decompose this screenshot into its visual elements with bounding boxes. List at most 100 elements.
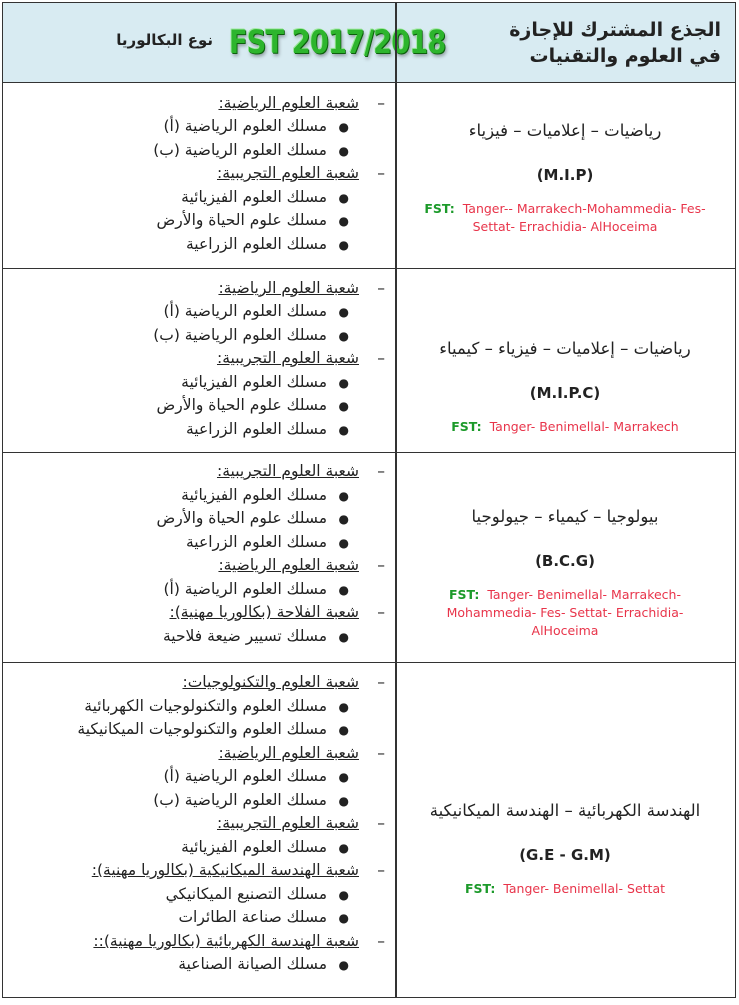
bac-types-list: –شعبة العلوم الرياضية: ●مسلك العلوم الريا… [3,92,395,257]
track-item: ● مسلك تسيير ضيعة فلاحية [3,625,395,649]
track-item: ● مسلك العلوم الزراعية [3,531,395,555]
track-item: ● مسلك علوم الحياة والأرض [3,394,395,418]
fst-label: FST: [464,881,496,896]
track-item: ● مسلك العلوم الفيزيائية [3,836,395,860]
fst-cities: Tanger- Benimellal- Marrakech- Mohammedi… [446,587,684,638]
table-row: –شعبة العلوم والتكنولوجيات: ●مسلك العلوم … [3,663,735,999]
track-item: ● مسلك علوم الحياة والأرض [3,209,395,233]
dash-marker-icon: – [377,931,385,950]
line-text: شعبة الفلاحة (بكالوريا مهنية): [169,603,359,621]
core-title: رياضيات – إعلاميات – فيزياء [468,121,662,140]
table-row: –شعبة العلوم الرياضية: ●مسلك العلوم الريا… [3,269,735,453]
track-item: ● مسلك العلوم الرياضية (ب) [3,789,395,813]
track-item: ● مسلك العلوم الرياضية (أ) [3,765,395,789]
header-line: في العلوم والتقنيات [529,45,721,67]
line-text: مسلك العلوم الفيزيائية [181,485,327,504]
bullet-icon: ● [338,190,349,205]
bullet-icon: ● [338,699,349,714]
track-item: ● مسلك العلوم الرياضية (أ) [3,115,395,139]
stream-heading: –شعبة العلوم الرياضية: [3,742,395,766]
header-bac-type: نوع البكالوريا [116,31,213,49]
fst-cities: Tanger- Benimellal- Settat [503,881,666,896]
bullet-icon: ● [338,793,349,808]
line-text: شعبة الهندسة الميكانيكية (بكالوريا مهنية… [91,861,359,879]
fst-locations: FST: Tanger- Benimellal- Settat [395,880,735,898]
track-item: ● مسلك العلوم الفيزيائية [3,186,395,210]
line-text: مسلك تسيير ضيعة فلاحية [162,626,327,645]
stream-heading: –شعبة العلوم التجريبية: [3,812,395,836]
bullet-icon: ● [338,770,349,784]
bullet-icon: ● [338,237,349,252]
fst-label: FST: [449,587,480,602]
line-text: شعبة العلوم التجريبية: [216,164,359,182]
fst-cities: Tanger- Benimellal- Marrakech [489,419,679,434]
bac-types-list: –شعبة العلوم والتكنولوجيات: ●مسلك العلوم … [3,671,395,977]
line-text: مسلك العلوم الزراعية [185,419,327,438]
stream-heading: –شعبة العلوم والتكنولوجيات: [3,671,395,695]
bac-types-list: –شعبة العلوم الرياضية: ●مسلك العلوم الريا… [3,277,395,442]
dash-marker-icon: – [377,462,385,480]
bullet-icon: ● [338,840,349,855]
common-core-cell: رياضيات – إعلاميات – فيزياء (M.I.P) FST:… [395,121,735,236]
line-text: مسلك العلوم والتكنولوجيات الكهربائية [84,696,327,715]
track-item: ● مسلك العلوم الزراعية [3,418,395,442]
bullet-icon: ● [338,422,349,437]
stream-heading: –شعبة العلوم الرياضية: [3,92,395,116]
bullet-icon: ● [338,582,349,597]
fst-locations: FST: Tanger-- Marrakech-Mohammedia- Fes-… [395,200,735,236]
fst-label: FST: [451,419,482,434]
track-item: ● مسلك العلوم الرياضية (ب) [3,139,395,163]
dash-marker-icon: – [377,673,385,691]
line-text: مسلك العلوم الرياضية (ب) [153,325,327,344]
bullet-icon: ● [338,399,349,413]
dash-marker-icon: – [377,814,385,832]
line-text: شعبة العلوم التجريبية: [216,462,359,480]
line-text: مسلك العلوم والتكنولوجيات الميكانيكية [77,720,327,738]
table-row: –شعبة العلوم التجريبية: ●مسلك العلوم الفي… [3,453,735,663]
track-item: ● مسلك العلوم الفيزيائية [3,371,395,395]
track-item: ● مسلك العلوم الرياضية (أ) [3,578,395,602]
track-item: ● مسلك العلوم الفيزيائية [3,484,395,508]
line-text: مسلك العلوم الفيزيائية [181,187,327,206]
fst-label: FST: [424,201,455,216]
bullet-icon: ● [338,375,349,390]
line-text: مسلك العلوم الزراعية [185,532,327,551]
stream-heading: –شعبة الهندسة الميكانيكية (بكالوريا مهني… [3,859,395,883]
dash-marker-icon: – [377,743,385,762]
stream-heading: –شعبة الفلاحة (بكالوريا مهنية): [3,601,395,625]
dash-marker-icon: – [377,861,385,879]
bullet-icon: ● [338,143,349,158]
line-text: مسلك العلوم الرياضية (أ) [163,767,327,785]
line-text: مسلك العلوم الرياضية (ب) [153,790,327,809]
core-title: بيولوجيا – كيمياء – جيولوجيا [471,507,659,526]
bullet-icon: ● [338,328,349,343]
dash-marker-icon: – [377,93,385,112]
track-item: ● مسلك التصنيع الميكانيكي [3,883,395,907]
track-item: ● مسلك العلوم الرياضية (أ) [3,300,395,324]
bac-types-list: –شعبة العلوم التجريبية: ●مسلك العلوم الفي… [3,460,395,648]
line-text: شعبة العلوم التجريبية: [216,349,359,367]
core-code: (B.C.G) [535,552,595,570]
bullet-icon: ● [338,535,349,550]
stream-heading: –شعبة العلوم التجريبية: [3,347,395,371]
header-line: الجذع المشترك للإجازة [509,19,721,41]
track-item: ● مسلك العلوم الزراعية [3,233,395,257]
line-text: شعبة الهندسة الكهربائية (بكالوريا مهنية)… [93,931,359,950]
fst-locations: FST: Tanger- Benimellal- Marrakech- Moha… [395,586,735,640]
line-text: شعبة العلوم الرياضية: [218,556,359,574]
line-text: شعبة العلوم الرياضية: [218,743,359,762]
dash-marker-icon: – [377,164,385,182]
core-title: الهندسة الكهربائية – الهندسة الميكانيكية [429,801,701,820]
line-text: مسلك العلوم الزراعية [185,234,327,253]
line-text: مسلك العلوم الرياضية (أ) [163,302,327,320]
table-row: –شعبة العلوم الرياضية: ●مسلك العلوم الريا… [3,83,735,269]
bullet-icon: ● [338,512,349,526]
bullet-icon: ● [338,887,349,902]
line-text: مسلك علوم الحياة والأرض [156,211,328,229]
core-code: (G.E - G.M) [519,846,611,864]
track-item: ● مسلك علوم الحياة والأرض [3,507,395,531]
line-text: مسلك العلوم الفيزيائية [181,372,327,391]
header-common-core: الجذع المشترك للإجازة في العلوم والتقنيا… [471,17,721,69]
dash-marker-icon: – [377,556,385,574]
